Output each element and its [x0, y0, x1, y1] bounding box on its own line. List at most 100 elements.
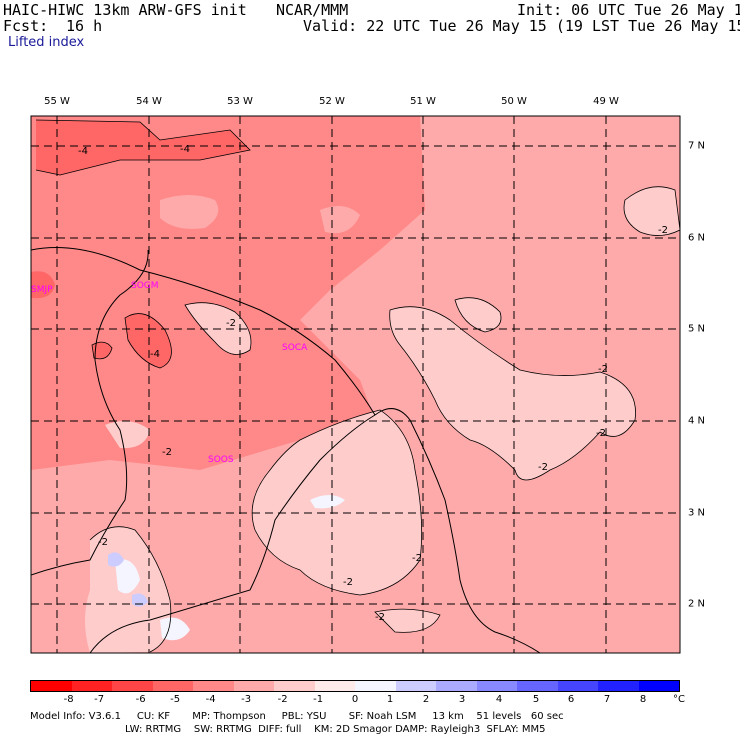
lat-label: 4 N	[688, 415, 706, 427]
model-title: HAIC-HIWC 13km ARW-GFS init	[3, 1, 247, 19]
field-weak	[624, 186, 680, 236]
colorbar-swatch	[193, 681, 234, 691]
contour-label: -2	[98, 537, 108, 548]
field-core	[36, 120, 250, 175]
field-positive	[132, 593, 148, 607]
valid-time: Valid: 22 UTC Tue 26 May 15 (19 LST Tue …	[303, 17, 740, 35]
contour-line	[124, 313, 172, 369]
contour-line	[91, 341, 113, 360]
lat-label: 7 N	[688, 140, 706, 152]
contour-label: -2	[412, 553, 422, 564]
colorbar-swatch	[31, 681, 72, 691]
colorbar-tick: 7	[603, 694, 611, 705]
field-patch	[320, 206, 360, 234]
lon-label: 52 W	[319, 96, 345, 107]
colorbar-tick: -1	[313, 694, 324, 705]
colorbar-swatch	[71, 681, 112, 691]
field-core	[31, 271, 55, 299]
colorbar-tick: 6	[567, 694, 575, 705]
lon-label: 51 W	[410, 96, 436, 107]
field-weak	[375, 609, 440, 633]
field-name: Lifted index	[8, 35, 85, 50]
contour-label: -2	[598, 364, 608, 375]
field-band	[31, 116, 425, 470]
lat-label: 6 N	[688, 232, 706, 244]
field-neutral	[310, 495, 345, 509]
colorbar-swatch	[598, 681, 639, 691]
colorbar-swatch	[233, 681, 274, 691]
contour-label: -2	[538, 462, 548, 473]
colorbar-tick: -8	[63, 694, 74, 705]
contour-label: -4	[180, 144, 190, 155]
org-label: NCAR/MMM	[276, 1, 349, 19]
coastline	[31, 247, 376, 416]
contour-line	[184, 302, 252, 355]
colorbar-tick: -4	[205, 694, 216, 705]
colorbar-swatch	[112, 681, 153, 691]
field-weak	[455, 297, 501, 332]
field-neutral	[115, 559, 140, 594]
contour-line	[623, 186, 680, 236]
colorbar-swatch	[517, 681, 558, 691]
colorbar-tick: -7	[94, 694, 105, 705]
colorbar-tick: 4	[495, 694, 503, 705]
forecast-hour: 16 h	[66, 17, 103, 35]
colorbar-swatch	[355, 681, 396, 691]
contour-label: -2	[162, 447, 172, 458]
colorbar-swatch	[314, 681, 355, 691]
colorbar-tick: -6	[135, 694, 146, 705]
colorbar-swatch	[476, 681, 517, 691]
contour-label: -2	[375, 612, 385, 623]
contour-line	[35, 119, 251, 176]
lon-label: 49 W	[593, 96, 619, 107]
contour-label: -2	[596, 428, 606, 439]
contour-line	[374, 608, 441, 633]
contour-label: -4	[150, 349, 160, 360]
station-label: SOOS	[208, 455, 234, 465]
colorbar-tick: 8	[639, 694, 647, 705]
colorbar-unit: °C	[673, 694, 685, 705]
colorbar-swatch	[152, 681, 193, 691]
lon-label: 55 W	[44, 96, 70, 107]
station-label: SOGM	[131, 281, 159, 291]
field-neutral	[160, 617, 190, 641]
colorbar-tick: 5	[532, 694, 540, 705]
field-positive	[108, 552, 124, 567]
colorbar-tick: 3	[458, 694, 466, 705]
lon-label: 54 W	[136, 96, 162, 107]
lon-label: 50 W	[501, 96, 527, 107]
lat-label: 5 N	[688, 323, 706, 335]
colorbar-tick: 2	[422, 694, 430, 705]
colorbar-tick: -5	[170, 694, 181, 705]
colorbar-swatch	[274, 681, 315, 691]
field-patch	[160, 195, 219, 229]
lon-label: 53 W	[227, 96, 253, 107]
colorbar-swatch	[436, 681, 477, 691]
model-info-line2: LW: RRTMG SW: RRTMG DIFF: full KM: 2D Sm…	[125, 724, 546, 735]
field-core	[125, 313, 172, 368]
contour-line	[389, 306, 636, 481]
contour-label: -2	[226, 318, 236, 329]
colorbar-swatch	[395, 681, 436, 691]
colorbar-tick: -2	[277, 694, 288, 705]
contour-line	[89, 526, 172, 653]
lat-label: 3 N	[688, 507, 706, 519]
model-info-line1: Model Info: V3.6.1 CU: KF MP: Thompson P…	[30, 711, 564, 722]
forecast-label: Fcst:	[3, 17, 49, 35]
colorbar-tick: 0	[351, 694, 359, 705]
field-weak	[389, 306, 636, 480]
colorbar-tick: 1	[386, 694, 394, 705]
border-french-guiana-brazil	[374, 408, 541, 653]
colorbar-swatch	[557, 681, 598, 691]
contour-label: -4	[78, 146, 88, 157]
field-weak	[105, 421, 150, 449]
colorbar-swatch	[638, 681, 679, 691]
border-suriname-french-guiana	[89, 414, 376, 653]
station-label: SMJP	[31, 285, 53, 295]
init-time: Init: 06 UTC Tue 26 May 15	[517, 1, 740, 19]
colorbar-tick: -3	[241, 694, 252, 705]
colorbar	[30, 680, 680, 692]
lat-label: 2 N	[688, 598, 706, 610]
map-frame	[30, 115, 681, 654]
